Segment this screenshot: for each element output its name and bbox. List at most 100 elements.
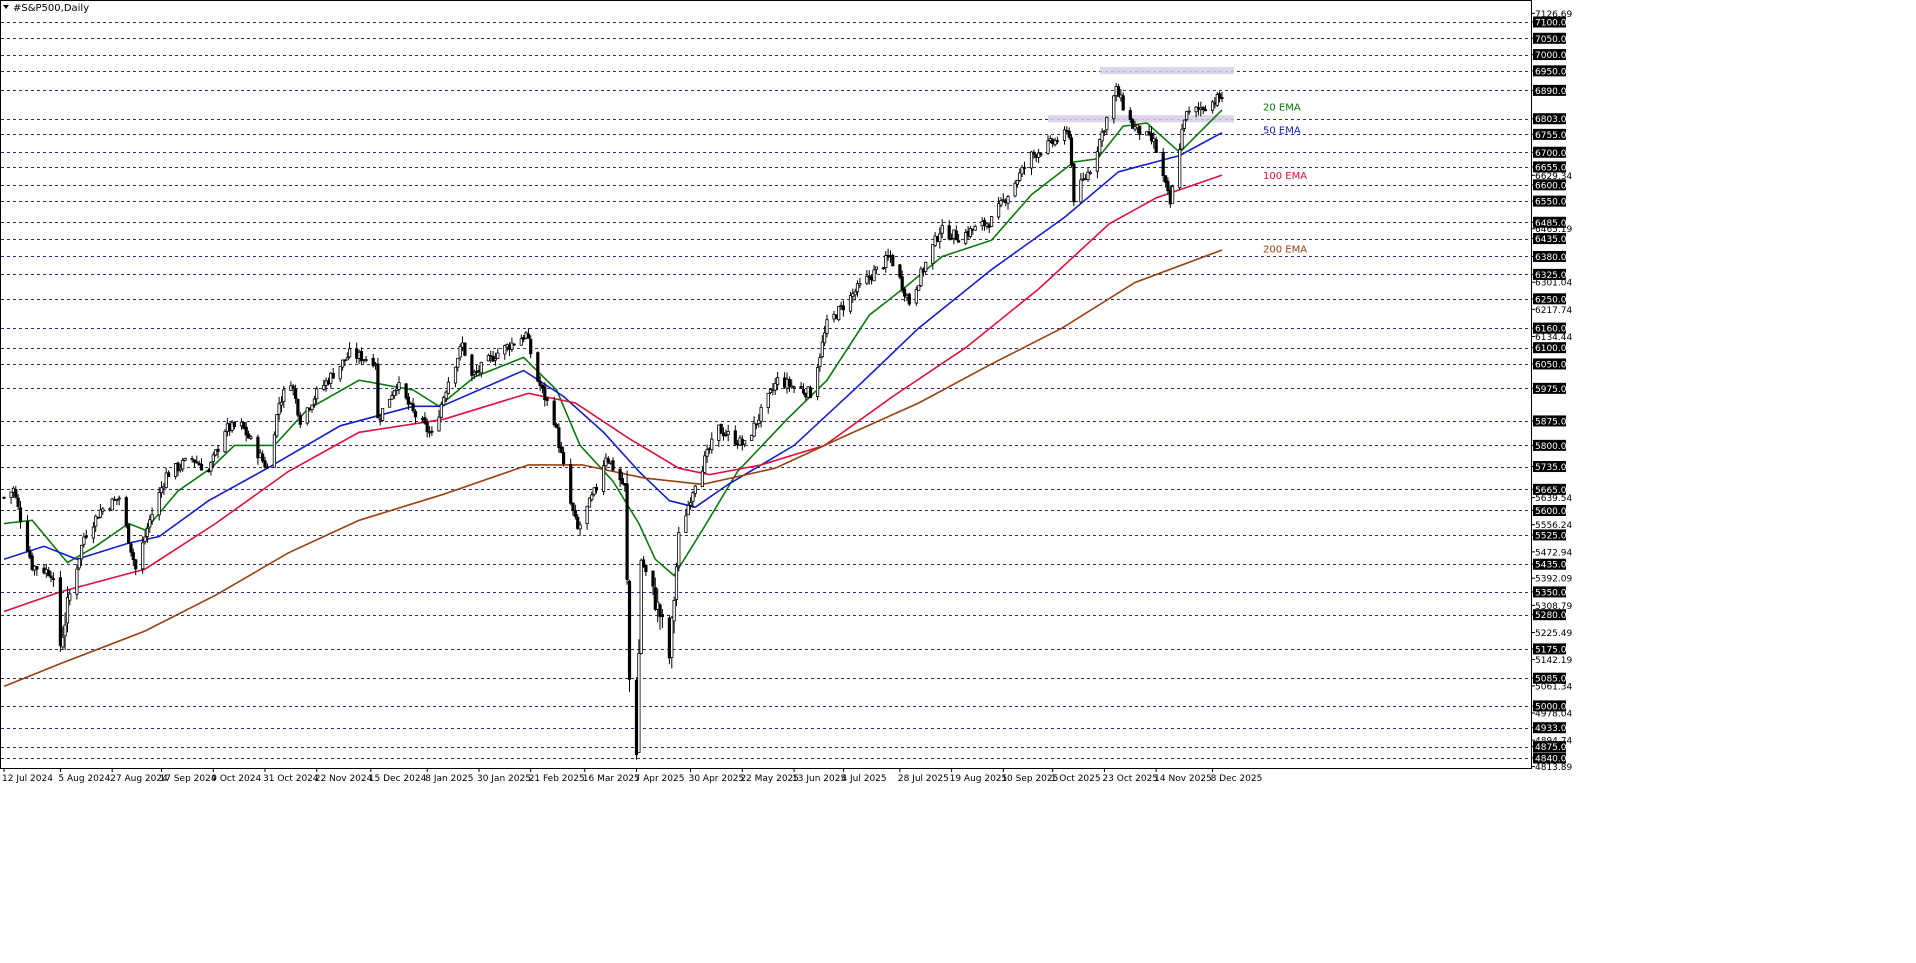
candle-body	[571, 502, 575, 511]
candle-body	[639, 559, 643, 654]
candle-body	[997, 203, 1001, 218]
candle-body	[768, 389, 773, 393]
candle-body	[209, 462, 213, 472]
candles	[2, 83, 1224, 760]
time-tick-label: 30 Jan 2025	[477, 774, 531, 784]
candle-body	[256, 436, 260, 459]
candle-body	[115, 498, 119, 501]
price-tick-label: 5085.00	[1535, 675, 1572, 685]
price-label-box	[1533, 32, 1566, 44]
candle-body	[674, 566, 679, 600]
candle-body	[557, 427, 561, 448]
candle-body	[1147, 131, 1151, 134]
price-label-box	[1533, 672, 1566, 684]
candle-body	[296, 398, 300, 416]
candle-body	[312, 398, 317, 405]
time-tick-label: 23 Oct 2025	[1102, 774, 1158, 784]
candle-body	[1046, 140, 1050, 154]
candle-body	[94, 515, 98, 527]
100-ema-line	[3, 174, 1223, 613]
candle-body	[947, 225, 951, 240]
candle-body	[439, 403, 444, 418]
candle-body	[242, 421, 246, 429]
candle-body	[110, 498, 114, 511]
200-ema-label: 200 EMA	[1263, 244, 1307, 255]
candle-body	[1001, 199, 1005, 202]
candle-body	[129, 543, 133, 553]
candle-body	[858, 282, 862, 286]
candle-body	[1112, 95, 1116, 120]
price-label-box	[1533, 586, 1566, 598]
candle-body	[752, 422, 756, 437]
chevron-down-icon[interactable]	[3, 5, 9, 9]
price-label-box	[1533, 216, 1566, 228]
candle-body	[1164, 175, 1168, 183]
price-label-box	[1533, 146, 1566, 158]
price-tick-label: 6380.00	[1535, 253, 1572, 263]
candle-body	[684, 515, 688, 533]
price-label-box	[1533, 558, 1566, 570]
candle-body	[456, 357, 460, 368]
candle-body	[413, 411, 418, 418]
time-tick-label: 8 Dec 2025	[1211, 774, 1263, 784]
price-label-box	[1533, 179, 1566, 191]
candle-body	[950, 237, 954, 240]
candle-body	[999, 199, 1003, 206]
candle-body	[606, 458, 610, 463]
time-tick-label: 21 Feb 2025	[529, 774, 585, 784]
time-tick-label: 12 Jul 2024	[2, 774, 53, 784]
candle-body	[127, 524, 131, 544]
candle-body	[686, 504, 690, 516]
candle-body	[721, 432, 726, 437]
candle-body	[578, 524, 582, 530]
price-label-box	[1533, 84, 1566, 96]
candle-body	[446, 381, 451, 394]
price-tick-label: 6160.00	[1535, 325, 1572, 335]
candle-body	[954, 230, 958, 241]
candle-body	[1178, 149, 1182, 188]
candle-body	[625, 483, 629, 580]
candle-body	[232, 421, 236, 428]
candle-body	[1032, 151, 1036, 155]
price-label-box	[1533, 382, 1566, 394]
price-tick-label: 5665.00	[1535, 486, 1572, 496]
candle-body	[1079, 179, 1083, 203]
price-label-box	[1533, 342, 1566, 354]
candle-body	[1220, 97, 1224, 99]
candle-body	[472, 371, 476, 375]
candle-body	[823, 332, 827, 344]
20-ema-label: 20 EMA	[1263, 103, 1301, 114]
candle-body	[884, 255, 888, 268]
candle-body	[677, 532, 681, 567]
candle-body	[49, 575, 53, 579]
candle-body	[964, 232, 968, 244]
candle-body	[340, 359, 345, 368]
candle-body	[305, 407, 309, 424]
candle-body	[176, 462, 180, 472]
candle-body	[839, 304, 843, 307]
price-tick-label: 5975.00	[1535, 385, 1572, 395]
candle-body	[790, 385, 794, 388]
candle-body	[347, 348, 352, 358]
candle-body	[820, 341, 824, 358]
candle-body	[818, 357, 822, 367]
candle-body	[651, 570, 655, 587]
candle-body	[900, 276, 904, 291]
candle-body	[423, 417, 427, 424]
candle-body	[164, 472, 168, 488]
price-label-box	[1533, 415, 1566, 427]
candle-body	[166, 472, 171, 478]
candle-body	[35, 566, 39, 570]
price-tick-label: 5308.79	[1535, 602, 1572, 612]
price-label-box	[1533, 358, 1566, 370]
time-tick-label: 5 Aug 2024	[58, 774, 110, 784]
candle-body	[757, 419, 761, 425]
candle-body	[430, 430, 434, 433]
candle-body	[364, 359, 368, 362]
candle-body	[98, 509, 102, 518]
time-tick-label: 1 Oct 2025	[1051, 774, 1101, 784]
candle-body	[733, 430, 737, 445]
